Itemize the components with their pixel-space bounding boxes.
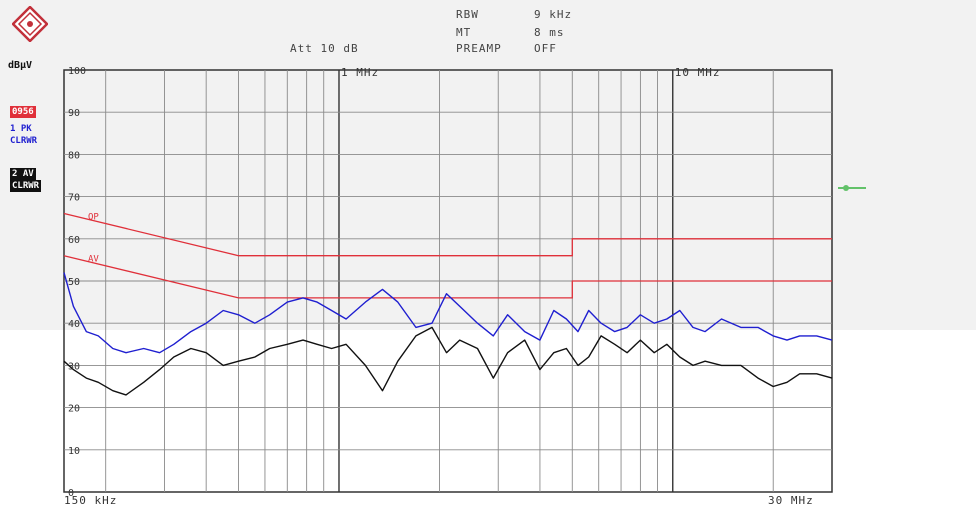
limit-label: AV — [88, 255, 99, 265]
preamp-value: OFF — [534, 42, 557, 55]
trace1-mode-label: CLRWR — [10, 136, 38, 146]
x-marker-label: 1 MHz — [341, 66, 379, 79]
rbw-label: RBW — [456, 8, 479, 21]
x-marker-label: 10 MHz — [675, 66, 721, 79]
limit-label: QP — [88, 212, 99, 222]
y-tick-label: 0 — [68, 488, 74, 499]
rbw-value: 9 kHz — [534, 8, 573, 21]
y-tick-label: 100 — [68, 66, 86, 77]
y-tick-label: 70 — [68, 193, 80, 204]
rohde-schwarz-logo-icon — [12, 6, 48, 42]
y-tick-label: 80 — [68, 150, 80, 161]
y-tick-label: 30 — [68, 361, 80, 372]
trigger-level-marker — [838, 185, 866, 191]
y-tick-label: 10 — [68, 446, 80, 457]
y-tick-label: 20 — [68, 404, 80, 415]
limit-line-av — [63, 255, 832, 299]
header-band — [0, 0, 976, 330]
y-tick-label: 60 — [68, 235, 80, 246]
x-start-label: 150 kHz — [64, 494, 118, 507]
limit-check-badge: 0956 — [10, 106, 36, 118]
peak-trace-line — [63, 272, 833, 354]
y-unit-label: dBµV — [8, 60, 33, 71]
attenuation-readout: Att 10 dB — [290, 42, 359, 55]
y-tick-label: 90 — [68, 108, 80, 119]
trace1-detector-label: 1 PK — [10, 124, 32, 134]
mt-label: MT — [456, 26, 472, 39]
mt-value: 8 ms — [534, 26, 565, 39]
limit-line-qp — [63, 212, 832, 257]
y-tick-label: 40 — [68, 319, 80, 330]
y-tick-label: 50 — [68, 277, 80, 288]
x-end-label: 30 MHz — [768, 494, 814, 507]
average-trace-line — [63, 326, 833, 396]
trace2-mode-label: CLRWR — [10, 180, 42, 192]
trace2-detector-label: 2 AV — [10, 168, 36, 180]
preamp-label: PREAMP — [456, 42, 502, 55]
